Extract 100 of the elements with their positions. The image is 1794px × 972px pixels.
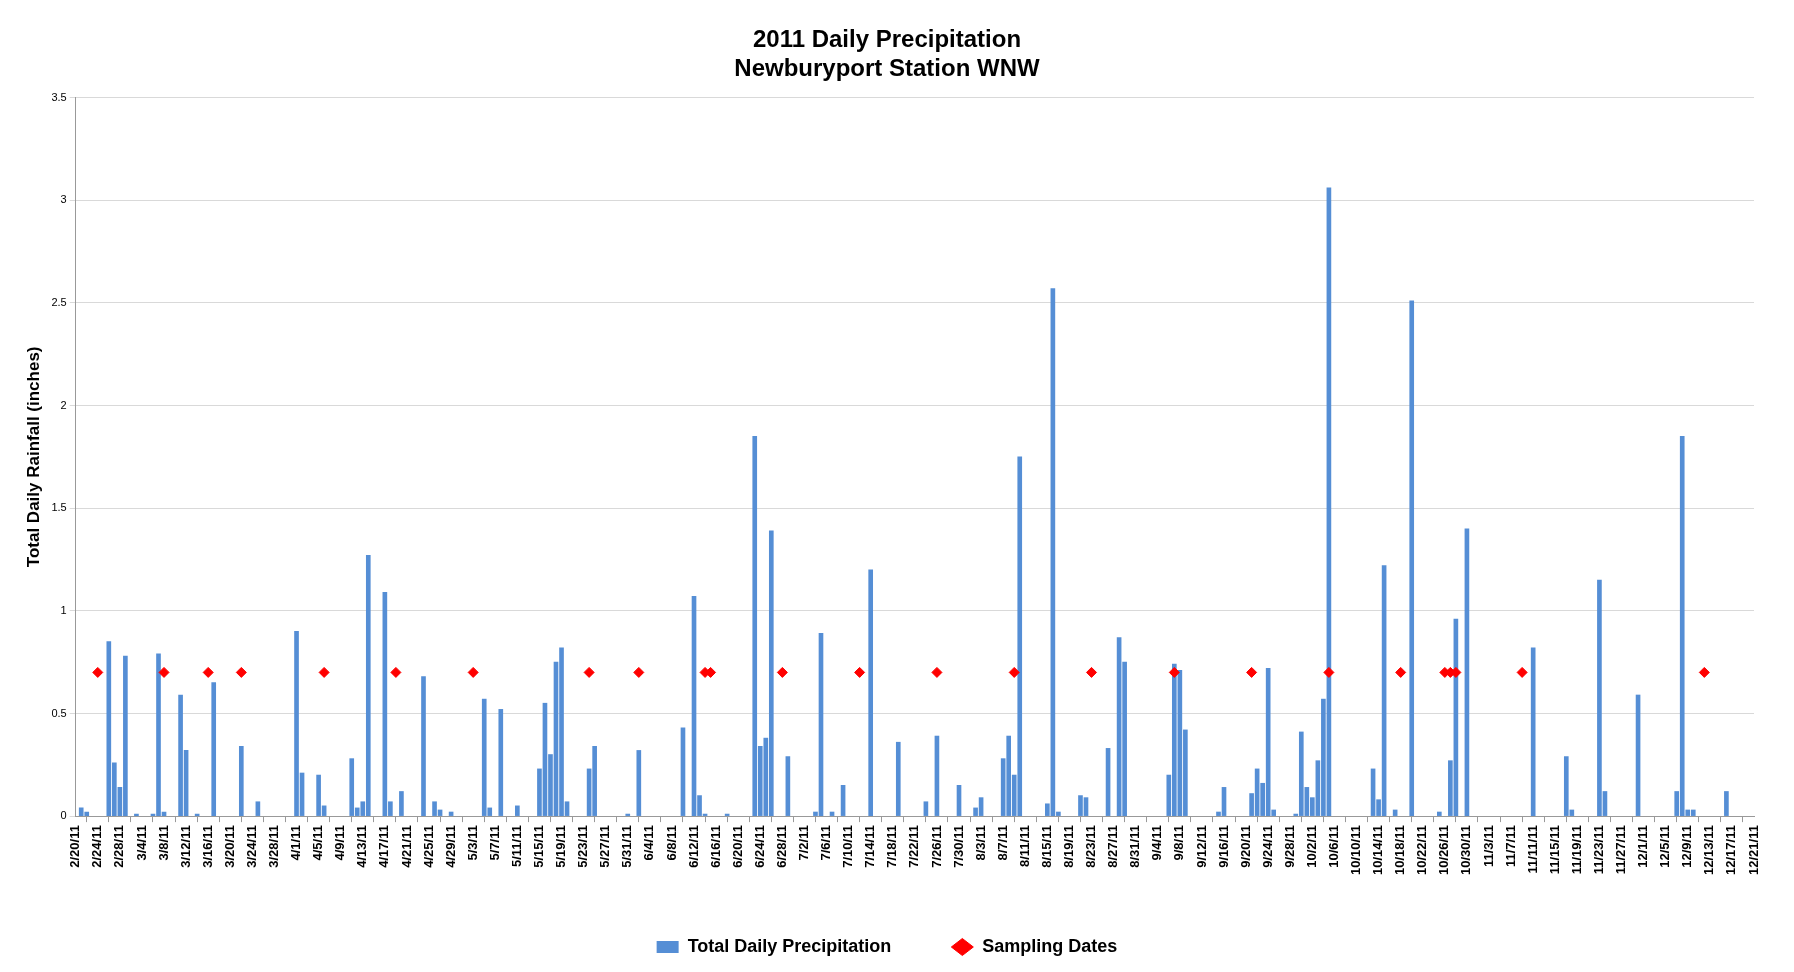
x-tick-label: 3/8/11: [155, 825, 171, 861]
x-tick-label: 4/1/11: [288, 825, 304, 861]
x-tick-label: 9/24/11: [1259, 825, 1275, 868]
bar: [636, 750, 642, 816]
x-tick-label: 11/27/11: [1613, 825, 1629, 875]
x-tick-label: 11/23/11: [1591, 825, 1606, 875]
x-tick-label: 3/16/11: [199, 825, 215, 868]
x-tick-label: 9/20/11: [1237, 825, 1253, 868]
x-tick-label: 7/26/11: [928, 825, 944, 868]
x-tick-label: 8/19/11: [1061, 825, 1077, 868]
x-tick-label: 7/14/11: [862, 825, 878, 868]
x-tick-label: 9/12/11: [1193, 825, 1209, 868]
x-tick-label: 6/4/11: [641, 825, 657, 861]
bar: [498, 709, 504, 816]
legend-label: Sampling Dates: [982, 935, 1118, 956]
x-tick-label: 6/24/11: [751, 825, 767, 868]
x-tick-label: 4/21/11: [398, 825, 414, 868]
x-tick-label: 12/17/11: [1723, 825, 1739, 875]
x-tick-label: 9/4/11: [1149, 825, 1165, 861]
bar: [134, 813, 139, 816]
y-tick-label: 3.5: [51, 90, 67, 103]
x-tick-label: 5/31/11: [619, 825, 635, 868]
x-tick-label: 10/26/11: [1436, 825, 1452, 875]
x-tick-label: 5/7/11: [486, 825, 502, 861]
x-tick-label: 10/14/11: [1370, 825, 1386, 875]
y-tick-label: 0.5: [51, 706, 67, 719]
x-tick-label: 7/10/11: [840, 825, 856, 868]
x-tick-label: 6/20/11: [729, 825, 745, 868]
y-tick-label: 1: [60, 603, 67, 616]
y-tick-label: 3: [60, 193, 67, 206]
y-axis-title: Total Daily Rainfall (inches): [23, 346, 43, 568]
x-tick-label: 5/11/11: [508, 825, 524, 868]
x-tick-label: 8/7/11: [994, 825, 1010, 861]
x-tick-label: 4/9/11: [332, 825, 348, 861]
x-tick-label: 5/15/11: [531, 825, 547, 868]
x-tick-label: 3/4/11: [133, 825, 149, 861]
x-tick-label: 2/24/11: [89, 825, 105, 868]
bar: [399, 791, 404, 816]
x-tick-label: 12/1/11: [1635, 825, 1651, 868]
x-tick-label: 6/28/11: [773, 825, 789, 868]
x-tick-label: 5/19/11: [553, 825, 569, 868]
x-tick-label: 8/31/11: [1127, 825, 1143, 868]
y-tick-label: 2.5: [51, 295, 67, 308]
x-tick-label: 7/18/11: [884, 825, 900, 868]
x-tick-label: 7/30/11: [950, 825, 966, 868]
bar: [515, 805, 520, 816]
x-tick-label: 12/9/11: [1679, 825, 1695, 868]
legend-label: Total Daily Precipitation: [687, 935, 892, 956]
bar: [895, 741, 901, 816]
x-tick-label: 6/12/11: [685, 825, 701, 868]
x-tick-label: 4/29/11: [442, 825, 458, 868]
chart-subtitle: Newburyport Station WNW: [734, 53, 1040, 81]
x-tick-label: 10/30/11: [1458, 825, 1474, 875]
x-tick-label: 6/16/11: [707, 825, 723, 868]
x-tick-label: 5/23/11: [575, 825, 591, 868]
x-tick-label: 12/13/11: [1701, 825, 1717, 875]
x-tick-label: 3/28/11: [266, 825, 282, 868]
bar: [238, 745, 244, 816]
x-tick-label: 8/15/11: [1038, 825, 1054, 868]
x-tick-label: 8/3/11: [972, 825, 988, 861]
x-tick-label: 7/22/11: [906, 825, 922, 868]
x-tick-label: 4/17/11: [376, 825, 392, 868]
x-tick-label: 7/2/11: [796, 825, 812, 861]
x-tick-label: 3/20/11: [221, 825, 237, 868]
x-tick-label: 9/28/11: [1281, 825, 1297, 868]
x-tick-label: 10/6/11: [1326, 825, 1341, 868]
x-tick-label: 9/16/11: [1215, 825, 1231, 868]
x-tick-label: 11/7/11: [1502, 825, 1518, 868]
x-tick-label: 9/8/11: [1171, 825, 1187, 861]
bar: [1530, 647, 1536, 816]
x-tick-label: 10/18/11: [1392, 825, 1408, 875]
x-tick-label: 6/8/11: [663, 825, 679, 861]
x-tick-label: 11/3/11: [1480, 825, 1496, 868]
x-tick-label: 8/23/11: [1083, 825, 1099, 868]
x-tick-label: 10/10/11: [1348, 825, 1364, 875]
x-tick-label: 11/15/11: [1546, 825, 1562, 875]
bar: [868, 569, 874, 816]
bar: [1409, 300, 1415, 816]
y-tick-label: 1.5: [51, 501, 67, 514]
x-tick-label: 8/27/11: [1105, 825, 1121, 868]
y-tick-label: 2: [60, 398, 67, 411]
bar: [1724, 791, 1729, 816]
x-tick-label: 7/6/11: [818, 825, 834, 861]
x-tick-label: 4/25/11: [420, 825, 436, 868]
x-tick-label: 5/27/11: [597, 825, 613, 868]
x-tick-label: 2/20/11: [67, 825, 83, 868]
x-tick-label: 3/24/11: [243, 825, 259, 868]
bar: [211, 682, 217, 816]
x-tick-label: 8/11/11: [1016, 825, 1032, 868]
x-tick-label: 5/3/11: [464, 825, 480, 861]
x-tick-label: 11/11/11: [1524, 825, 1540, 874]
y-tick-label: 0: [60, 809, 67, 822]
x-tick-label: 4/5/11: [310, 825, 326, 861]
x-tick-label: 3/12/11: [177, 825, 193, 868]
x-tick-label: 2/28/11: [111, 825, 127, 868]
bar: [421, 676, 426, 816]
x-tick-label: 4/13/11: [354, 825, 370, 868]
chart-title: 2011 Daily Precipitation: [752, 25, 1022, 53]
x-tick-label: 11/19/11: [1568, 825, 1584, 875]
x-tick-label: 12/5/11: [1657, 825, 1673, 868]
